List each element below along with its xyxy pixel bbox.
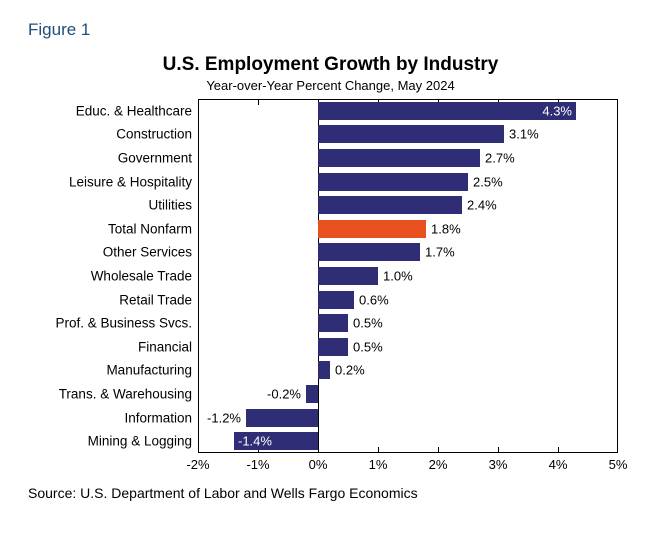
category-label: Manufacturing <box>106 363 192 378</box>
bar <box>306 385 318 403</box>
x-axis-label: 3% <box>489 457 508 472</box>
bar <box>318 173 468 191</box>
bar-row: Wholesale Trade1.0% <box>198 265 618 287</box>
bar-row: Manufacturing0.2% <box>198 359 618 381</box>
category-label: Utilities <box>148 198 192 213</box>
x-axis-label: 5% <box>609 457 628 472</box>
x-axis-label: -2% <box>186 457 209 472</box>
bar-row: Retail Trade0.6% <box>198 289 618 311</box>
bar <box>318 243 420 261</box>
value-label: 2.4% <box>467 198 497 213</box>
bar-row: Educ. & Healthcare4.3% <box>198 100 618 122</box>
category-label: Other Services <box>103 245 192 260</box>
chart-subtitle: Year-over-Year Percent Change, May 2024 <box>28 78 633 93</box>
bar-row: Utilities2.4% <box>198 194 618 216</box>
value-label: 1.7% <box>425 245 455 260</box>
chart-source: Source: U.S. Department of Labor and Wel… <box>28 485 633 501</box>
bar-row: Construction3.1% <box>198 123 618 145</box>
bar <box>318 196 462 214</box>
bar <box>318 267 378 285</box>
category-label: Trans. & Warehousing <box>59 387 192 402</box>
category-label: Mining & Logging <box>88 434 192 449</box>
category-label: Wholesale Trade <box>91 269 192 284</box>
x-axis-label: 2% <box>429 457 448 472</box>
bar <box>318 314 348 332</box>
category-label: Leisure & Hospitality <box>69 174 192 189</box>
value-label: -1.4% <box>238 434 272 449</box>
figure-label: Figure 1 <box>28 20 633 40</box>
bar <box>318 125 504 143</box>
value-label: -0.2% <box>267 387 301 402</box>
bar <box>318 291 354 309</box>
bar <box>318 361 330 379</box>
bar-highlight <box>318 220 426 238</box>
value-label: 4.3% <box>542 103 572 118</box>
plot-area: Educ. & Healthcare4.3%Construction3.1%Go… <box>198 99 618 453</box>
value-label: 3.1% <box>509 127 539 142</box>
value-label: 0.2% <box>335 363 365 378</box>
bar-row: Leisure & Hospitality2.5% <box>198 171 618 193</box>
category-label: Construction <box>116 127 192 142</box>
value-label: 1.0% <box>383 269 413 284</box>
value-label: 0.5% <box>353 316 383 331</box>
x-axis-label: -1% <box>246 457 269 472</box>
bar-row: Trans. & Warehousing-0.2% <box>198 383 618 405</box>
bar-row: Other Services1.7% <box>198 241 618 263</box>
bar <box>246 409 318 427</box>
value-label: 2.7% <box>485 151 515 166</box>
x-axis-label: 1% <box>369 457 388 472</box>
bar <box>318 149 480 167</box>
category-label: Financial <box>138 339 192 354</box>
value-label: -1.2% <box>207 410 241 425</box>
value-label: 0.6% <box>359 292 389 307</box>
category-label: Prof. & Business Svcs. <box>55 316 192 331</box>
chart-container: Educ. & Healthcare4.3%Construction3.1%Go… <box>28 99 633 481</box>
category-label: Educ. & Healthcare <box>76 103 192 118</box>
category-label: Retail Trade <box>119 292 192 307</box>
category-label: Government <box>118 151 192 166</box>
bar-row: Information-1.2% <box>198 407 618 429</box>
value-label: 1.8% <box>431 221 461 236</box>
bar-row: Total Nonfarm1.8% <box>198 218 618 240</box>
category-label: Total Nonfarm <box>108 221 192 236</box>
bar-row: Financial0.5% <box>198 336 618 358</box>
category-label: Information <box>124 410 192 425</box>
bar-row: Mining & Logging-1.4% <box>198 430 618 452</box>
bar-row: Prof. & Business Svcs.0.5% <box>198 312 618 334</box>
bar <box>318 102 576 120</box>
value-label: 2.5% <box>473 174 503 189</box>
bar-row: Government2.7% <box>198 147 618 169</box>
x-axis-label: 0% <box>309 457 328 472</box>
value-label: 0.5% <box>353 339 383 354</box>
bar <box>318 338 348 356</box>
chart-title: U.S. Employment Growth by Industry <box>28 54 633 76</box>
x-axis-label: 4% <box>549 457 568 472</box>
